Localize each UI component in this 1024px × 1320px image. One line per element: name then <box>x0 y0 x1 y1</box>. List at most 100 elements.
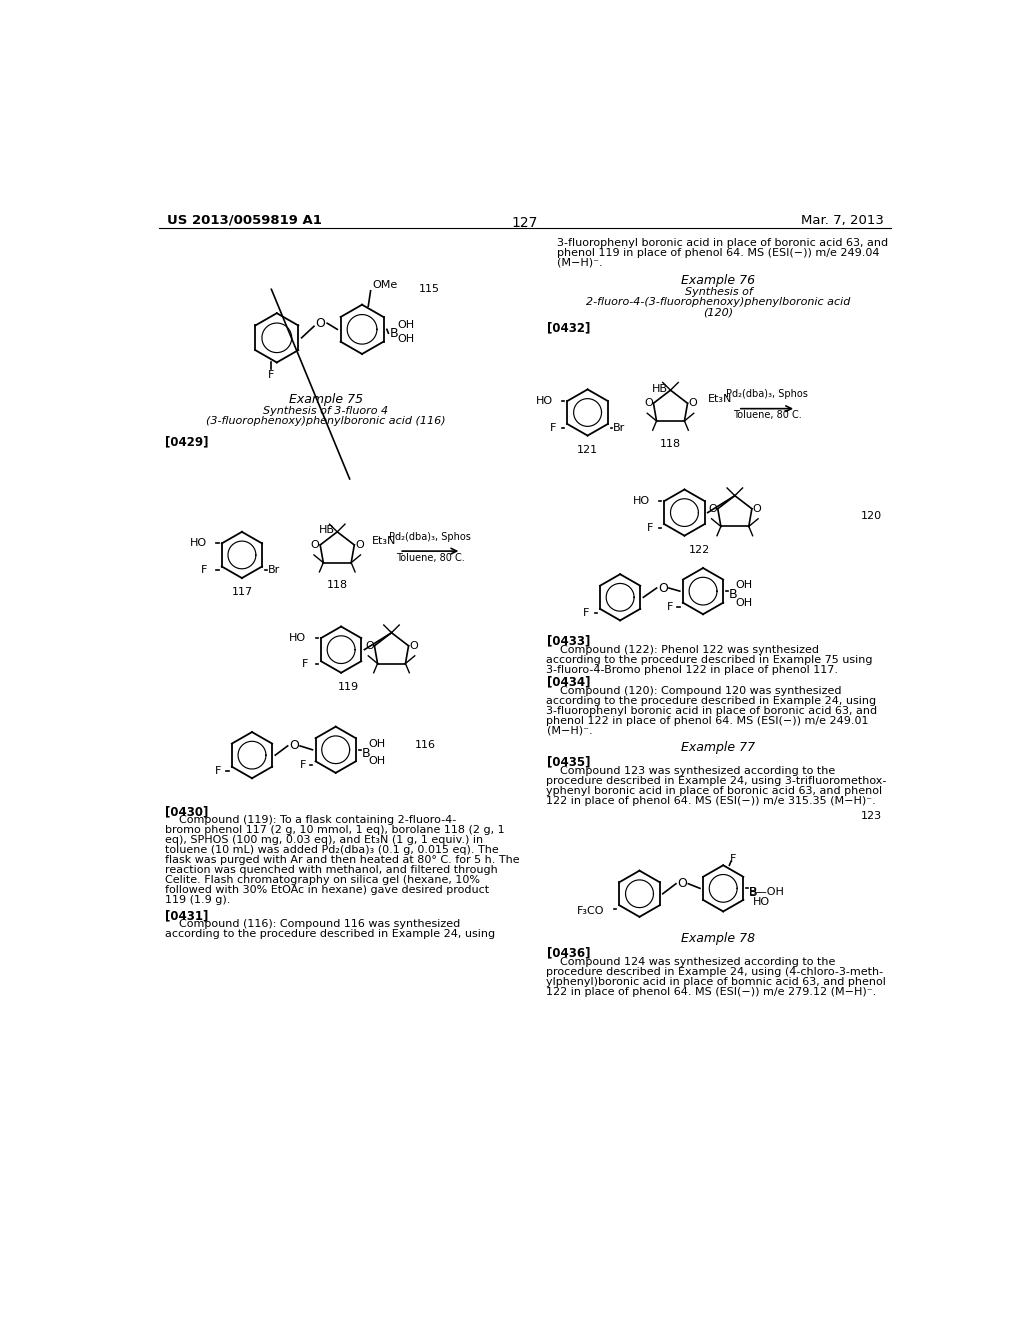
Text: HO: HO <box>536 396 553 407</box>
Text: eq), SPHOS (100 mg, 0.03 eq), and Et₃N (1 g, 1 equiv.) in: eq), SPHOS (100 mg, 0.03 eq), and Et₃N (… <box>165 836 483 845</box>
Text: [0431]: [0431] <box>165 909 209 923</box>
Text: Compound (120): Compound 120 was synthesized: Compound (120): Compound 120 was synthes… <box>547 686 842 696</box>
Text: 117: 117 <box>231 587 253 597</box>
Text: O: O <box>644 399 652 408</box>
Text: F: F <box>201 565 207 576</box>
Text: Example 77: Example 77 <box>682 742 756 754</box>
Text: according to the procedure described in Example 24, using: according to the procedure described in … <box>547 696 877 706</box>
Text: 123: 123 <box>860 812 882 821</box>
Text: phenol 122 in place of phenol 64. MS (ESI(−)) m/e 249.01: phenol 122 in place of phenol 64. MS (ES… <box>547 715 869 726</box>
Text: 118: 118 <box>327 579 348 590</box>
Text: (M−H)⁻.: (M−H)⁻. <box>547 726 592 735</box>
Text: (3-fluorophenoxy)phenylboronic acid (116): (3-fluorophenoxy)phenylboronic acid (116… <box>206 416 445 426</box>
Text: 3-fluoro-4-Bromo phenol 122 in place of phenol 117.: 3-fluoro-4-Bromo phenol 122 in place of … <box>547 665 839 675</box>
Text: HO: HO <box>633 496 649 506</box>
Text: F₃CO: F₃CO <box>578 906 604 916</box>
Text: B: B <box>749 886 758 899</box>
Text: OH: OH <box>735 598 753 607</box>
Text: O: O <box>315 317 326 330</box>
Text: F: F <box>300 760 306 770</box>
Text: OH: OH <box>397 321 415 330</box>
Text: [0435]: [0435] <box>547 755 590 768</box>
Text: OH: OH <box>735 579 753 590</box>
Text: Synthesis of 3-fluoro 4: Synthesis of 3-fluoro 4 <box>263 407 388 416</box>
Text: B: B <box>361 747 370 760</box>
Text: 3-fluorophenyl boronic acid in place of boronic acid 63, and: 3-fluorophenyl boronic acid in place of … <box>557 238 888 248</box>
Text: 127: 127 <box>512 216 538 230</box>
Text: 116: 116 <box>415 739 436 750</box>
Text: O: O <box>677 878 687 890</box>
Text: [0432]: [0432] <box>547 322 590 335</box>
Text: F: F <box>550 422 557 433</box>
Text: Example 76: Example 76 <box>682 275 756 286</box>
Text: OH: OH <box>397 334 415 345</box>
Text: O: O <box>355 540 364 550</box>
Text: HO: HO <box>753 898 770 907</box>
Text: [0433]: [0433] <box>547 635 590 647</box>
Text: procedure described in Example 24, using 3-trifluoromethox-: procedure described in Example 24, using… <box>547 776 887 785</box>
Text: 121: 121 <box>577 445 598 455</box>
Text: B—OH: B—OH <box>749 887 784 898</box>
Text: 120: 120 <box>860 511 882 521</box>
Text: (120): (120) <box>703 308 733 317</box>
Text: HO: HO <box>189 539 207 548</box>
Text: Toluene, 80 C.: Toluene, 80 C. <box>396 553 465 562</box>
Text: Compound (116): Compound 116 was synthesized: Compound (116): Compound 116 was synthes… <box>165 919 461 929</box>
Text: O: O <box>310 540 319 550</box>
Text: 122: 122 <box>689 545 711 554</box>
Text: F: F <box>267 370 273 380</box>
Text: [0429]: [0429] <box>165 436 209 449</box>
Text: Example 78: Example 78 <box>682 932 756 945</box>
Text: (M−H)⁻.: (M−H)⁻. <box>557 257 602 268</box>
Text: US 2013/0059819 A1: US 2013/0059819 A1 <box>167 214 322 227</box>
Text: Compound (119): To a flask containing 2-fluoro-4-: Compound (119): To a flask containing 2-… <box>165 816 457 825</box>
Text: Br: Br <box>613 422 626 433</box>
Text: [0430]: [0430] <box>165 805 209 818</box>
Text: [0434]: [0434] <box>547 675 590 688</box>
Text: 122 in place of phenol 64. MS (ESI(−)) m/e 279.12 (M−H)⁻.: 122 in place of phenol 64. MS (ESI(−)) m… <box>547 987 877 997</box>
Text: O: O <box>365 640 374 651</box>
Text: O: O <box>688 399 697 408</box>
Text: B: B <box>729 589 737 602</box>
Text: F: F <box>302 659 308 668</box>
Text: toluene (10 mL) was added Pd₂(dba)₃ (0.1 g, 0.015 eq). The: toluene (10 mL) was added Pd₂(dba)₃ (0.1… <box>165 845 499 855</box>
Text: 2-fluoro-4-(3-fluorophenoxy)phenylboronic acid: 2-fluoro-4-(3-fluorophenoxy)phenylboroni… <box>587 297 851 308</box>
Text: yphenyl boronic acid in place of boronic acid 63, and phenol: yphenyl boronic acid in place of boronic… <box>547 785 883 796</box>
Text: 115: 115 <box>419 284 439 294</box>
Text: Pd₂(dba)₃, Sphos: Pd₂(dba)₃, Sphos <box>389 532 471 543</box>
Text: Pd₂(dba)₃, Sphos: Pd₂(dba)₃, Sphos <box>726 389 808 400</box>
Text: OH: OH <box>369 756 385 767</box>
Text: Compound 123 was synthesized according to the: Compound 123 was synthesized according t… <box>547 766 836 776</box>
Text: bromo phenol 117 (2 g, 10 mmol, 1 eq), borolane 118 (2 g, 1: bromo phenol 117 (2 g, 10 mmol, 1 eq), b… <box>165 825 505 836</box>
Text: F: F <box>668 602 674 611</box>
Text: Compound (122): Phenol 122 was synthesized: Compound (122): Phenol 122 was synthesiz… <box>547 645 819 655</box>
Text: followed with 30% EtOAc in hexane) gave desired product: followed with 30% EtOAc in hexane) gave … <box>165 886 489 895</box>
Text: Br: Br <box>267 565 280 576</box>
Text: phenol 119 in place of phenol 64. MS (ESI(−)) m/e 249.04: phenol 119 in place of phenol 64. MS (ES… <box>557 248 879 257</box>
Text: HB: HB <box>652 384 669 393</box>
Text: according to the procedure described in Example 75 using: according to the procedure described in … <box>547 655 873 665</box>
Text: O: O <box>657 582 668 594</box>
Text: F: F <box>583 607 589 618</box>
Text: 119 (1.9 g).: 119 (1.9 g). <box>165 895 230 906</box>
Text: according to the procedure described in Example 24, using: according to the procedure described in … <box>165 929 496 939</box>
Text: [0436]: [0436] <box>547 946 590 960</box>
Text: Et₃N: Et₃N <box>372 536 396 546</box>
Text: F: F <box>647 523 653 533</box>
Text: Synthesis of: Synthesis of <box>685 286 753 297</box>
Text: Compound 124 was synthesized according to the: Compound 124 was synthesized according t… <box>547 957 836 966</box>
Text: OH: OH <box>369 739 385 748</box>
Text: OMe: OMe <box>372 280 397 290</box>
Text: reaction was quenched with methanol, and filtered through: reaction was quenched with methanol, and… <box>165 866 498 875</box>
Text: B: B <box>390 326 398 339</box>
Text: HO: HO <box>289 634 306 643</box>
Text: 118: 118 <box>659 440 681 449</box>
Text: ylphenyl)boronic acid in place of bomnic acid 63, and phenol: ylphenyl)boronic acid in place of bomnic… <box>547 977 887 987</box>
Text: Celite. Flash chromatography on silica gel (hexane, 10%: Celite. Flash chromatography on silica g… <box>165 875 480 886</box>
Text: 119: 119 <box>338 682 359 692</box>
Text: Mar. 7, 2013: Mar. 7, 2013 <box>801 214 884 227</box>
Text: Toluene, 80 C.: Toluene, 80 C. <box>733 411 802 420</box>
Text: Et₃N: Et₃N <box>708 395 732 404</box>
Text: HB: HB <box>318 525 335 536</box>
Text: F: F <box>729 854 736 865</box>
